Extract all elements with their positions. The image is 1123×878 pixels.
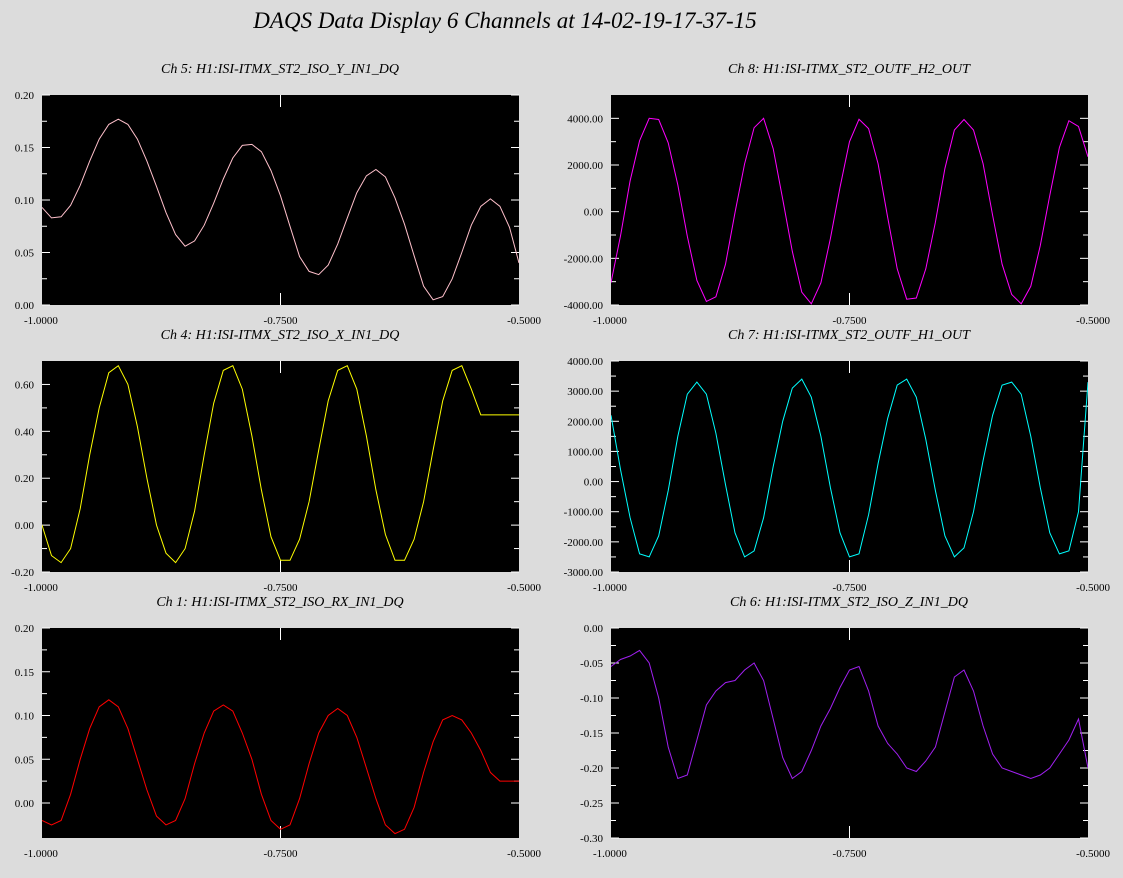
y-tick-label-4: -3000.00 <box>564 567 604 579</box>
y-tick-label-1: 0.20 <box>15 90 35 102</box>
y-tick-label-6: -0.20 <box>580 763 603 775</box>
y-tick-label-4: -1000.00 <box>564 507 604 519</box>
y-tick-label-1: 0.00 <box>15 300 35 312</box>
y-tick-label-1: 0.15 <box>15 143 35 155</box>
y-tick-label-3: 0.20 <box>15 473 35 485</box>
x-tick-label-3: -0.7500 <box>264 582 298 594</box>
y-tick-label-2: 4000.00 <box>567 113 603 125</box>
x-tick-label-6: -0.7500 <box>833 848 867 860</box>
x-tick-label-1: -0.7500 <box>264 315 298 327</box>
y-tick-label-6: -0.10 <box>580 693 603 705</box>
x-tick-label-2: -0.5000 <box>1076 315 1110 327</box>
y-tick-label-3: 0.40 <box>15 426 35 438</box>
x-tick-label-3: -1.0000 <box>24 582 58 594</box>
y-tick-label-5: 0.00 <box>15 798 35 810</box>
y-tick-label-6: 0.00 <box>584 623 604 635</box>
chart-title-4: Ch 7: H1:ISI-ITMX_ST2_OUTF_H1_OUT <box>728 328 971 343</box>
series-line-3 <box>42 364 519 564</box>
y-tick-label-4: 2000.00 <box>567 416 603 428</box>
plot-area-2 <box>611 95 1088 305</box>
y-tick-label-4: 1000.00 <box>567 446 603 458</box>
y-tick-label-2: -2000.00 <box>564 253 604 265</box>
y-tick-label-1: 0.05 <box>15 248 35 260</box>
y-tick-label-1: 0.10 <box>15 195 35 207</box>
y-tick-label-5: 0.20 <box>15 623 35 635</box>
plot-area-6 <box>611 628 1088 838</box>
series-line-1 <box>42 118 519 301</box>
x-tick-label-5: -0.7500 <box>264 848 298 860</box>
series-line-2 <box>611 117 1088 305</box>
x-tick-label-3: -0.5000 <box>507 582 541 594</box>
y-tick-label-2: 2000.00 <box>567 160 603 172</box>
y-tick-label-6: -0.25 <box>580 798 603 810</box>
series-line-4 <box>611 378 1088 558</box>
y-tick-label-2: -4000.00 <box>564 300 604 312</box>
y-tick-label-4: 0.00 <box>584 477 604 489</box>
x-tick-label-4: -0.7500 <box>833 582 867 594</box>
y-tick-label-3: 0.00 <box>15 520 35 532</box>
x-tick-label-1: -1.0000 <box>24 315 58 327</box>
series-line-6 <box>611 649 1088 780</box>
y-tick-label-4: -2000.00 <box>564 537 604 549</box>
plot-area-3 <box>42 361 519 572</box>
x-tick-label-6: -0.5000 <box>1076 848 1110 860</box>
chart-title-1: Ch 5: H1:ISI-ITMX_ST2_ISO_Y_IN1_DQ <box>161 62 399 77</box>
x-tick-label-2: -1.0000 <box>593 315 627 327</box>
x-tick-label-1: -0.5000 <box>507 315 541 327</box>
series-line-5 <box>42 699 519 835</box>
y-tick-label-6: -0.30 <box>580 833 603 845</box>
y-tick-label-4: 3000.00 <box>567 386 603 398</box>
chart-title-2: Ch 8: H1:ISI-ITMX_ST2_OUTF_H2_OUT <box>728 62 971 77</box>
x-tick-label-2: -0.7500 <box>833 315 867 327</box>
x-tick-label-5: -0.5000 <box>507 848 541 860</box>
y-tick-label-6: -0.15 <box>580 728 603 740</box>
y-tick-label-3: -0.20 <box>11 567 34 579</box>
chart-title-3: Ch 4: H1:ISI-ITMX_ST2_ISO_X_IN1_DQ <box>161 328 400 343</box>
y-tick-label-4: 4000.00 <box>567 356 603 368</box>
x-tick-label-6: -1.0000 <box>593 848 627 860</box>
chart-title-5: Ch 1: H1:ISI-ITMX_ST2_ISO_RX_IN1_DQ <box>156 595 403 610</box>
x-tick-label-5: -1.0000 <box>24 848 58 860</box>
y-tick-label-5: 0.05 <box>15 754 35 766</box>
plot-area-5 <box>42 628 519 838</box>
y-tick-label-2: 0.00 <box>584 207 604 219</box>
chart-title-6: Ch 6: H1:ISI-ITMX_ST2_ISO_Z_IN1_DQ <box>730 595 968 610</box>
y-tick-label-5: 0.10 <box>15 711 35 723</box>
plot-area-1 <box>42 95 519 305</box>
y-tick-label-6: -0.05 <box>580 658 603 670</box>
y-tick-label-5: 0.15 <box>15 667 35 679</box>
plot-area-4 <box>611 361 1088 572</box>
x-tick-label-4: -0.5000 <box>1076 582 1110 594</box>
window-title: DAQS Data Display 6 Channels at 14-02-19… <box>253 8 757 33</box>
y-tick-label-3: 0.60 <box>15 379 35 391</box>
x-tick-label-4: -1.0000 <box>593 582 627 594</box>
